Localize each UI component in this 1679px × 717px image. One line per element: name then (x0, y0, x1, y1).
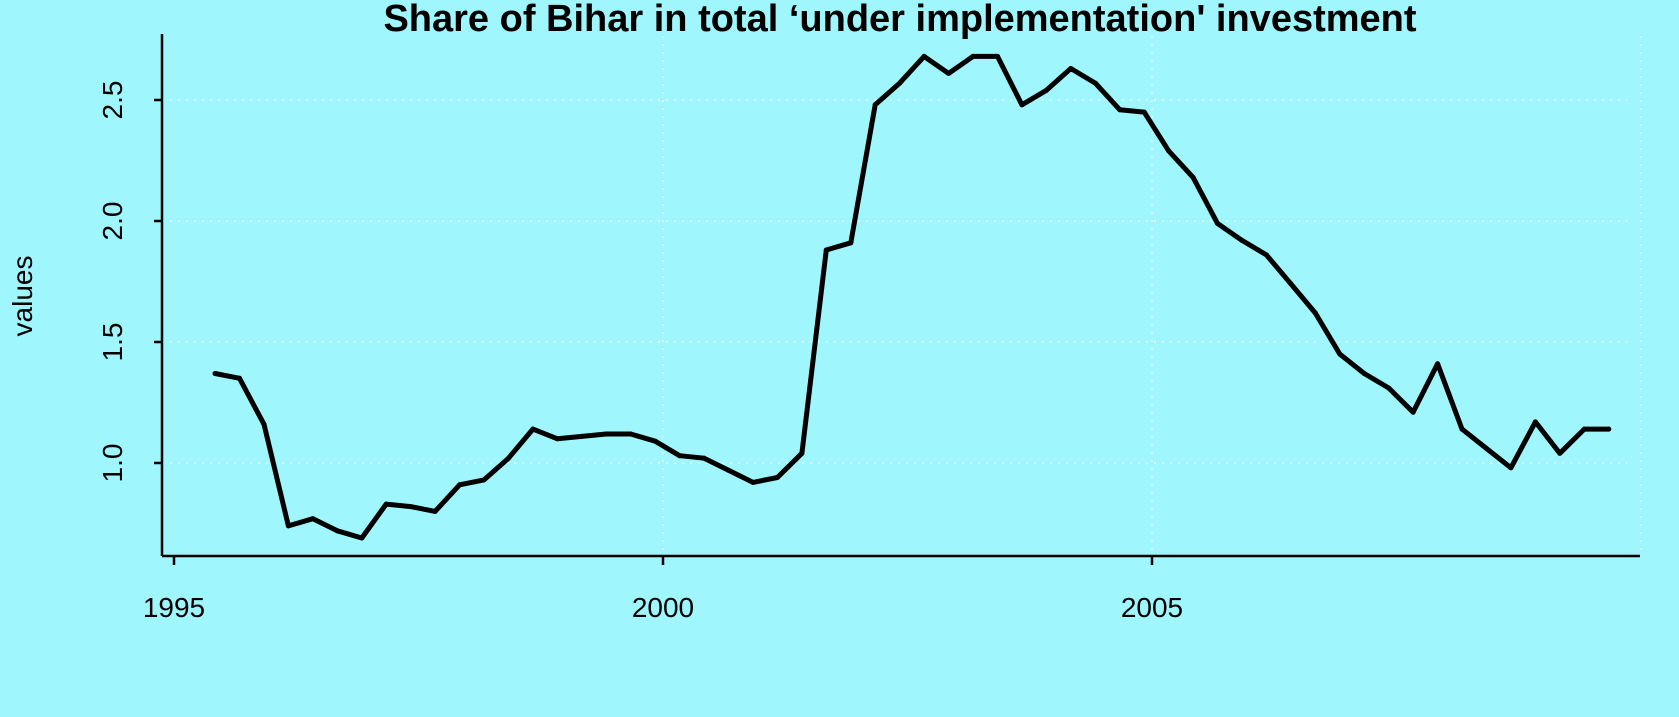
data-point (1484, 446, 1489, 451)
data-point (334, 528, 340, 534)
data-point (261, 421, 267, 427)
data-point (554, 436, 560, 442)
data-point (408, 504, 414, 510)
series-group (212, 53, 1612, 541)
data-point (237, 375, 242, 381)
data-point (212, 371, 218, 376)
data-point (1166, 148, 1172, 154)
chart-title: Share of Bihar in total ‘under implement… (383, 0, 1416, 40)
y-tick-label: 1.5 (97, 323, 128, 362)
axes: 1995 2000 2005 1.0 1.5 2.0 2.5 (97, 34, 1640, 623)
data-point (946, 70, 952, 76)
data-point (383, 501, 389, 507)
grid-lines (162, 36, 1642, 554)
data-point (921, 53, 927, 59)
data-point (677, 453, 683, 459)
data-point (310, 516, 316, 522)
y-tick-label: 1.0 (97, 444, 128, 483)
data-point (872, 102, 878, 108)
data-point (285, 523, 291, 529)
data-point (432, 508, 438, 514)
data-point (995, 53, 1000, 59)
data-point (970, 53, 976, 59)
data-point (1459, 426, 1465, 432)
data-point (481, 477, 487, 483)
y-tick-label: 2.0 (97, 202, 128, 241)
data-point (1532, 419, 1538, 425)
data-point (506, 455, 511, 461)
data-point (1288, 281, 1294, 287)
data-point (1190, 174, 1196, 180)
data-point (1337, 351, 1343, 357)
data-point (359, 535, 365, 541)
data-point (774, 475, 780, 480)
data-point (1263, 252, 1269, 258)
x-tick-label: 2000 (632, 592, 694, 623)
data-point (628, 431, 634, 437)
series-line (212, 53, 1612, 541)
data-point (1117, 107, 1123, 113)
data-point (750, 479, 756, 485)
data-point (1557, 450, 1563, 456)
y-tick-label: 2.5 (97, 81, 128, 120)
data-point (603, 431, 609, 437)
data-point (1386, 385, 1392, 391)
data-point (1508, 465, 1514, 471)
data-point (726, 467, 731, 473)
data-point (1092, 80, 1098, 86)
data-point (1019, 102, 1025, 108)
data-point (1410, 409, 1416, 415)
x-tick-label: 1995 (143, 592, 205, 623)
data-point (1141, 109, 1147, 115)
data-point (897, 80, 903, 86)
y-axis-label: values (7, 256, 38, 337)
data-point (1043, 87, 1049, 93)
data-point (652, 438, 658, 444)
data-point (1239, 237, 1245, 243)
x-tick-label: 2005 (1121, 592, 1183, 623)
data-point (701, 455, 707, 461)
data-point (1361, 371, 1367, 376)
data-point (1312, 310, 1318, 316)
data-point (848, 240, 854, 246)
data-point (579, 433, 585, 439)
data-point (1068, 66, 1074, 71)
data-point (823, 247, 829, 253)
data-point (1581, 426, 1587, 432)
data-point (1606, 426, 1612, 432)
data-point (530, 426, 536, 432)
data-point (457, 482, 463, 488)
data-point (1215, 220, 1220, 226)
data-point (799, 450, 805, 456)
data-point (1435, 361, 1441, 367)
